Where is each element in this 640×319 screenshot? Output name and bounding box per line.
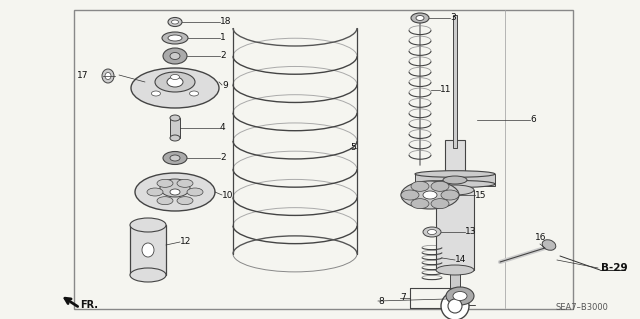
- Bar: [74, 10, 573, 309]
- Text: 16: 16: [535, 234, 547, 242]
- Ellipse shape: [441, 190, 459, 200]
- Text: 8: 8: [378, 296, 384, 306]
- Bar: [436, 190, 474, 270]
- Ellipse shape: [411, 199, 429, 209]
- Text: B-29: B-29: [601, 263, 628, 273]
- Ellipse shape: [162, 32, 188, 44]
- Ellipse shape: [411, 181, 429, 191]
- Ellipse shape: [152, 91, 161, 96]
- Ellipse shape: [135, 173, 215, 211]
- Ellipse shape: [401, 181, 459, 209]
- Text: 6: 6: [530, 115, 536, 124]
- Ellipse shape: [170, 115, 180, 121]
- Ellipse shape: [453, 292, 467, 300]
- Ellipse shape: [189, 91, 198, 96]
- Text: 17: 17: [77, 71, 88, 80]
- Ellipse shape: [105, 72, 111, 79]
- Ellipse shape: [415, 171, 495, 177]
- Ellipse shape: [157, 179, 173, 187]
- Text: 11: 11: [440, 85, 451, 94]
- Ellipse shape: [170, 135, 180, 141]
- Ellipse shape: [168, 35, 182, 41]
- Ellipse shape: [102, 69, 114, 83]
- Text: 2: 2: [220, 51, 226, 61]
- Ellipse shape: [170, 189, 180, 195]
- Ellipse shape: [130, 268, 166, 282]
- Bar: [453, 15, 457, 148]
- Ellipse shape: [147, 188, 163, 196]
- Text: 15: 15: [475, 190, 486, 199]
- Text: 1: 1: [220, 33, 226, 42]
- Ellipse shape: [130, 218, 166, 232]
- Bar: [170, 118, 180, 138]
- Ellipse shape: [160, 179, 190, 197]
- Ellipse shape: [167, 77, 183, 87]
- Ellipse shape: [542, 240, 556, 250]
- Ellipse shape: [441, 292, 469, 319]
- Text: 5: 5: [350, 144, 356, 152]
- Ellipse shape: [142, 243, 154, 257]
- Ellipse shape: [436, 265, 474, 275]
- Ellipse shape: [428, 229, 436, 234]
- Text: 4: 4: [220, 123, 226, 132]
- Text: 12: 12: [180, 238, 191, 247]
- Text: 3: 3: [450, 13, 456, 23]
- Ellipse shape: [177, 179, 193, 187]
- Ellipse shape: [415, 181, 495, 188]
- Ellipse shape: [187, 188, 203, 196]
- Text: SEA7–B3000: SEA7–B3000: [555, 303, 608, 313]
- Text: 14: 14: [455, 256, 467, 264]
- Text: 10: 10: [222, 190, 234, 199]
- Text: 7: 7: [400, 293, 406, 302]
- Ellipse shape: [157, 197, 173, 205]
- Text: 13: 13: [465, 227, 477, 236]
- Bar: [130, 225, 166, 275]
- Ellipse shape: [177, 197, 193, 205]
- Ellipse shape: [416, 16, 424, 20]
- Ellipse shape: [155, 72, 195, 92]
- Bar: [450, 270, 460, 292]
- Bar: [445, 140, 465, 178]
- Ellipse shape: [431, 181, 449, 191]
- Ellipse shape: [431, 199, 449, 209]
- Ellipse shape: [446, 287, 474, 305]
- Ellipse shape: [448, 299, 462, 313]
- Text: 18: 18: [220, 18, 232, 26]
- Ellipse shape: [163, 152, 187, 165]
- Bar: [415, 174, 495, 186]
- Ellipse shape: [423, 227, 441, 237]
- Ellipse shape: [168, 18, 182, 26]
- Ellipse shape: [170, 155, 180, 161]
- Ellipse shape: [131, 68, 219, 108]
- Text: 2: 2: [220, 153, 226, 162]
- Text: 9: 9: [222, 80, 228, 90]
- Ellipse shape: [436, 185, 474, 195]
- Ellipse shape: [401, 190, 419, 200]
- Ellipse shape: [172, 20, 179, 24]
- Ellipse shape: [170, 75, 179, 79]
- Text: FR.: FR.: [80, 300, 98, 310]
- Ellipse shape: [423, 191, 437, 199]
- Ellipse shape: [163, 48, 187, 64]
- Ellipse shape: [411, 13, 429, 23]
- Ellipse shape: [170, 53, 180, 60]
- Ellipse shape: [443, 176, 467, 184]
